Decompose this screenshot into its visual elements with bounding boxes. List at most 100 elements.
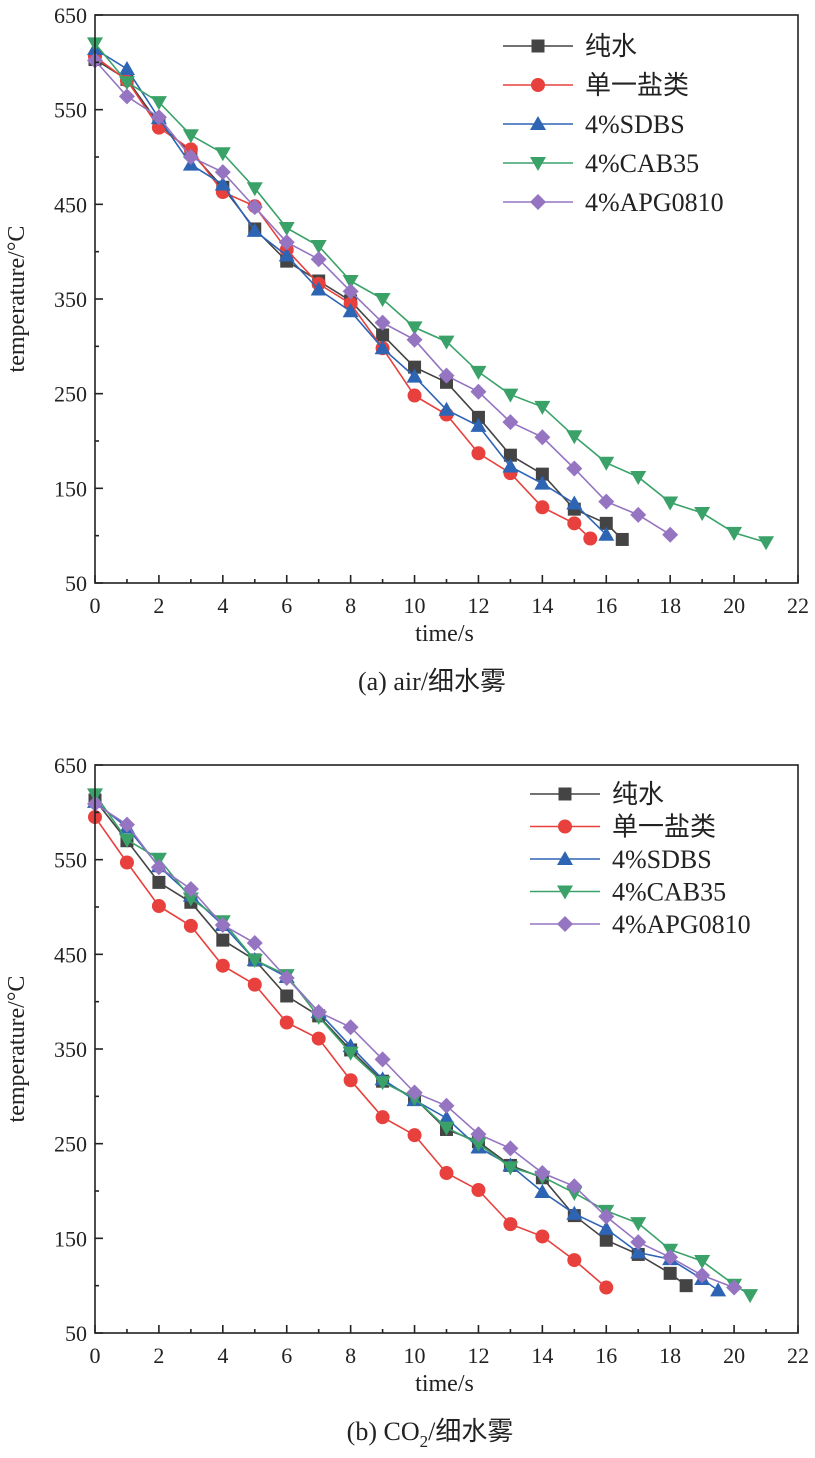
x-tick-label: 18	[659, 1343, 681, 1368]
legend-marker	[530, 116, 546, 130]
data-point	[758, 536, 775, 551]
data-point	[662, 526, 679, 543]
data-point	[406, 331, 423, 348]
y-tick-label: 350	[54, 287, 87, 312]
y-tick-label: 650	[54, 753, 87, 778]
legend-item: 4%CAB35	[503, 149, 699, 178]
data-point	[710, 1282, 727, 1297]
data-point	[374, 340, 391, 355]
data-point	[599, 1233, 613, 1247]
x-tick-label: 14	[531, 593, 553, 618]
legend-label: 纯水	[585, 32, 637, 61]
data-point	[342, 1046, 359, 1061]
data-point	[566, 460, 583, 477]
data-point	[598, 1208, 615, 1225]
y-tick-label: 450	[54, 942, 87, 967]
data-point	[535, 1229, 550, 1244]
data-point	[726, 1279, 743, 1296]
data-point	[311, 1031, 326, 1046]
data-point	[662, 496, 679, 511]
data-point	[278, 222, 295, 236]
data-point	[246, 222, 263, 237]
data-point	[214, 164, 231, 181]
series-line	[94, 42, 767, 544]
legend-marker	[557, 885, 573, 900]
data-point	[214, 916, 231, 933]
y-tick-label: 250	[54, 382, 87, 407]
series-line	[94, 799, 687, 1287]
y-tick-label: 550	[54, 848, 87, 873]
data-point	[182, 881, 199, 898]
data-point	[342, 275, 359, 290]
data-point	[375, 1110, 390, 1125]
data-point	[246, 954, 263, 969]
series-line	[94, 803, 735, 1289]
data-point	[279, 1015, 294, 1030]
figure-caption: (a) air/细水雾	[358, 667, 506, 696]
data-point	[503, 448, 517, 462]
data-point	[310, 251, 327, 268]
data-point	[503, 1217, 518, 1232]
data-point	[216, 933, 230, 947]
data-point	[151, 899, 166, 914]
data-point	[566, 1205, 583, 1220]
data-point	[150, 109, 167, 126]
data-point	[694, 1255, 711, 1270]
data-point	[310, 239, 327, 254]
data-point	[567, 516, 582, 531]
data-point	[630, 470, 647, 485]
data-point	[534, 475, 551, 490]
data-point	[598, 526, 615, 541]
y-tick-label: 50	[65, 571, 87, 596]
data-point	[502, 458, 519, 473]
data-point	[470, 1137, 487, 1152]
legend-marker	[530, 194, 546, 210]
data-point	[471, 410, 485, 424]
data-point	[535, 467, 549, 481]
y-tick-label: 550	[54, 98, 87, 123]
data-point	[374, 1051, 391, 1068]
data-point	[502, 1140, 519, 1157]
data-point	[408, 360, 422, 374]
data-point	[214, 147, 231, 162]
data-point	[310, 1004, 327, 1021]
data-point	[246, 199, 263, 216]
legend-label: 4%CAB35	[612, 878, 726, 907]
data-point	[406, 368, 423, 383]
data-point	[470, 1126, 487, 1143]
x-tick-label: 16	[595, 1343, 617, 1368]
data-point	[310, 281, 327, 296]
data-point	[374, 314, 391, 331]
legend-marker	[531, 39, 545, 53]
x-tick-label: 4	[217, 1343, 228, 1368]
data-point	[214, 176, 231, 191]
y-tick-label: 50	[65, 1321, 87, 1346]
data-point	[471, 446, 486, 461]
y-axis-title: temperature/°C	[4, 226, 30, 373]
data-point	[118, 76, 135, 91]
legend-label: 4%APG0810	[585, 188, 724, 217]
chart-a: 0 2 4 6 8 10 12 14 16 18 20 22 50 150 250 350 450 550 650 t…	[4, 3, 809, 696]
x-tick-label: 0	[90, 1343, 101, 1368]
y-tick-label: 150	[54, 476, 87, 501]
data-point	[534, 400, 551, 415]
data-point	[615, 532, 629, 546]
data-point	[118, 833, 135, 848]
data-point	[438, 1097, 455, 1114]
x-tick-label: 20	[723, 1343, 745, 1368]
data-point	[246, 182, 263, 197]
data-point	[630, 1234, 647, 1251]
legend-item: 4%APG0810	[503, 188, 724, 217]
data-point	[534, 429, 551, 446]
data-point	[630, 1244, 647, 1259]
legend-label: 4%SDBS	[612, 845, 712, 874]
data-point	[567, 1253, 582, 1268]
data-point	[407, 388, 422, 403]
legend-item: 纯水	[503, 32, 637, 61]
data-point	[694, 506, 711, 521]
legend-marker	[557, 851, 573, 865]
data-point	[182, 149, 199, 165]
data-point	[118, 88, 135, 105]
x-tick-label: 4	[217, 593, 228, 618]
